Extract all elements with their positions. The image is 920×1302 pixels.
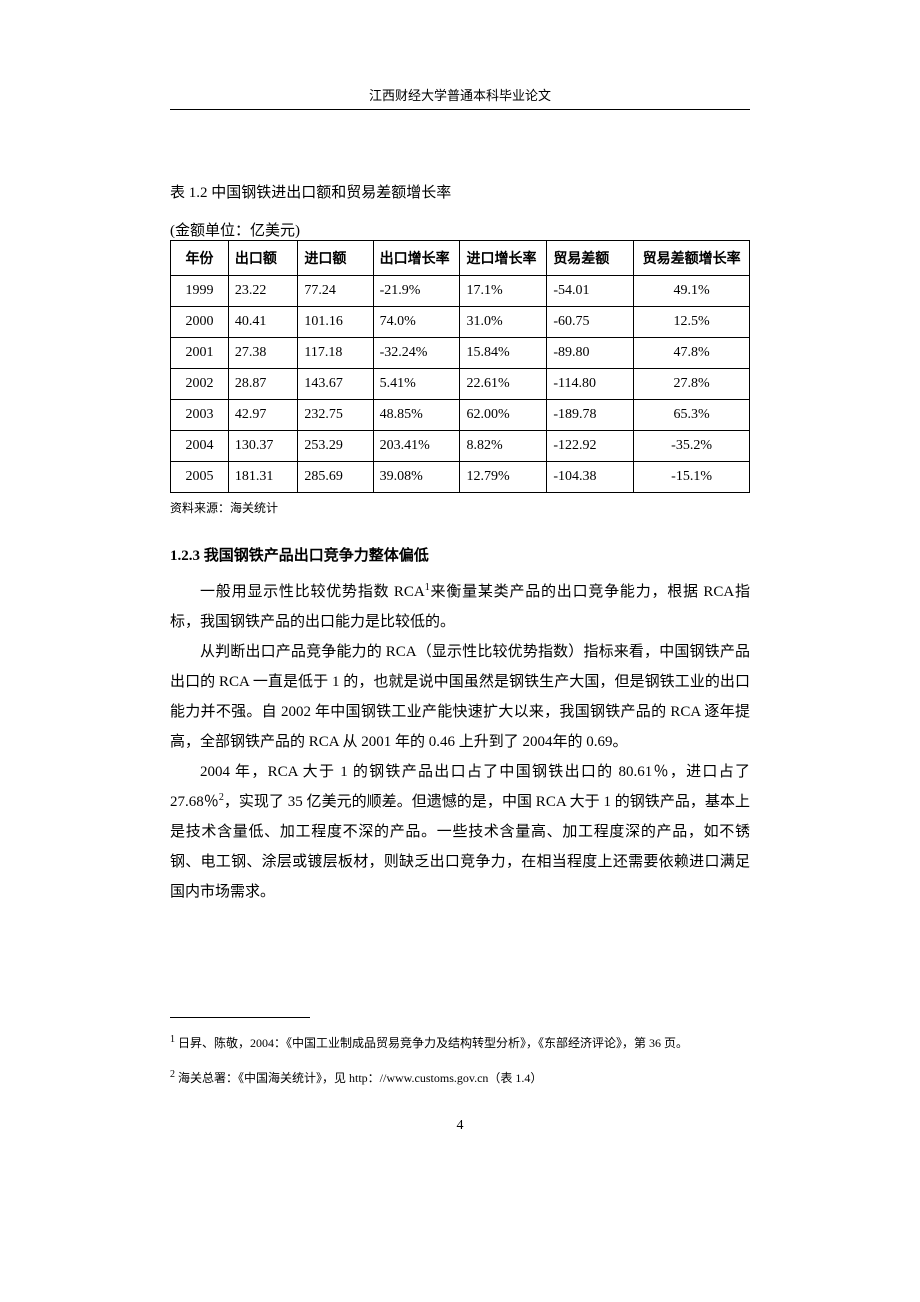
col-export: 出口额 [228, 241, 297, 276]
cell: 8.82% [460, 431, 547, 462]
cell: -122.92 [547, 431, 634, 462]
cell: 2005 [171, 462, 229, 493]
cell: 232.75 [298, 400, 373, 431]
cell: 117.18 [298, 338, 373, 369]
cell: 2003 [171, 400, 229, 431]
cell: 74.0% [373, 307, 460, 338]
col-import-growth: 进口增长率 [460, 241, 547, 276]
cell: 285.69 [298, 462, 373, 493]
cell: -54.01 [547, 276, 634, 307]
table-row: 2003 42.97 232.75 48.85% 62.00% -189.78 … [171, 400, 750, 431]
cell: 40.41 [228, 307, 297, 338]
cell: 203.41% [373, 431, 460, 462]
cell: -114.80 [547, 369, 634, 400]
cell: -15.1% [634, 462, 750, 493]
cell: 143.67 [298, 369, 373, 400]
cell: -89.80 [547, 338, 634, 369]
cell: -189.78 [547, 400, 634, 431]
table-source: 资料来源：海关统计 [170, 499, 750, 516]
cell: -32.24% [373, 338, 460, 369]
page-number: 4 [170, 1118, 750, 1134]
cell: 49.1% [634, 276, 750, 307]
table-row: 2005 181.31 285.69 39.08% 12.79% -104.38… [171, 462, 750, 493]
cell: 31.0% [460, 307, 547, 338]
cell: 12.5% [634, 307, 750, 338]
footnote-1: 1 日昇、陈敬，2004：《中国工业制成品贸易竞争力及结构转型分析》，《东部经济… [170, 1032, 750, 1053]
cell: 181.31 [228, 462, 297, 493]
col-import: 进口额 [298, 241, 373, 276]
cell: 27.38 [228, 338, 297, 369]
cell: 5.41% [373, 369, 460, 400]
table-body: 1999 23.22 77.24 -21.9% 17.1% -54.01 49.… [171, 276, 750, 493]
cell: 15.84% [460, 338, 547, 369]
cell: 130.37 [228, 431, 297, 462]
table-row: 2000 40.41 101.16 74.0% 31.0% -60.75 12.… [171, 307, 750, 338]
col-balance-growth: 贸易差额增长率 [634, 241, 750, 276]
cell: 23.22 [228, 276, 297, 307]
cell: 2004 [171, 431, 229, 462]
cell: -104.38 [547, 462, 634, 493]
running-header: 江西财经大学普通本科毕业论文 [170, 85, 750, 110]
footnote-2: 2 海关总署：《中国海关统计》，见 http：//www.customs.gov… [170, 1067, 750, 1088]
cell: 39.08% [373, 462, 460, 493]
cell: 77.24 [298, 276, 373, 307]
table-header-row: 年份 出口额 进口额 出口增长率 进口增长率 贸易差额 贸易差额增长率 [171, 241, 750, 276]
cell: 2001 [171, 338, 229, 369]
paragraph-1: 一般用显示性比较优势指数 RCA1来衡量某类产品的出口竞争能力，根据 RCA指标… [170, 577, 750, 637]
col-year: 年份 [171, 241, 229, 276]
cell: 62.00% [460, 400, 547, 431]
unit-label: (金额单位：亿美元) [170, 219, 750, 240]
table-row: 1999 23.22 77.24 -21.9% 17.1% -54.01 49.… [171, 276, 750, 307]
col-export-growth: 出口增长率 [373, 241, 460, 276]
footnote-2-text: 海关总署：《中国海关统计》，见 http：//www.customs.gov.c… [175, 1071, 542, 1085]
cell: 253.29 [298, 431, 373, 462]
table-row: 2004 130.37 253.29 203.41% 8.82% -122.92… [171, 431, 750, 462]
table-row: 2001 27.38 117.18 -32.24% 15.84% -89.80 … [171, 338, 750, 369]
cell: 2000 [171, 307, 229, 338]
cell: 28.87 [228, 369, 297, 400]
page-container: 江西财经大学普通本科毕业论文 表 1.2 中国钢铁进出口额和贸易差额增长率 (金… [0, 0, 920, 1194]
cell: 101.16 [298, 307, 373, 338]
col-balance: 贸易差额 [547, 241, 634, 276]
cell: 1999 [171, 276, 229, 307]
cell: 42.97 [228, 400, 297, 431]
para1-before: 一般用显示性比较优势指数 RCA [200, 584, 425, 600]
table-caption: 表 1.2 中国钢铁进出口额和贸易差额增长率 [170, 180, 750, 207]
steel-trade-table: 年份 出口额 进口额 出口增长率 进口增长率 贸易差额 贸易差额增长率 1999… [170, 240, 750, 493]
cell: -21.9% [373, 276, 460, 307]
section-heading: 1.2.3 我国钢铁产品出口竞争力整体偏低 [170, 544, 750, 565]
cell: 65.3% [634, 400, 750, 431]
cell: 48.85% [373, 400, 460, 431]
table-row: 2002 28.87 143.67 5.41% 22.61% -114.80 2… [171, 369, 750, 400]
cell: 12.79% [460, 462, 547, 493]
paragraph-2: 从判断出口产品竞争能力的 RCA（显示性比较优势指数）指标来看，中国钢铁产品出口… [170, 637, 750, 757]
footnote-1-text: 日昇、陈敬，2004：《中国工业制成品贸易竞争力及结构转型分析》，《东部经济评论… [175, 1036, 688, 1050]
cell: -35.2% [634, 431, 750, 462]
cell: 47.8% [634, 338, 750, 369]
footnote-separator [170, 1017, 310, 1018]
cell: 27.8% [634, 369, 750, 400]
cell: -60.75 [547, 307, 634, 338]
cell: 22.61% [460, 369, 547, 400]
cell: 2002 [171, 369, 229, 400]
paragraph-3: 2004 年，RCA 大于 1 的钢铁产品出口占了中国钢铁出口的 80.61％，… [170, 757, 750, 907]
cell: 17.1% [460, 276, 547, 307]
para3-after: ，实现了 35 亿美元的顺差。但遗憾的是，中国 RCA 大于 1 的钢铁产品，基… [170, 794, 750, 900]
